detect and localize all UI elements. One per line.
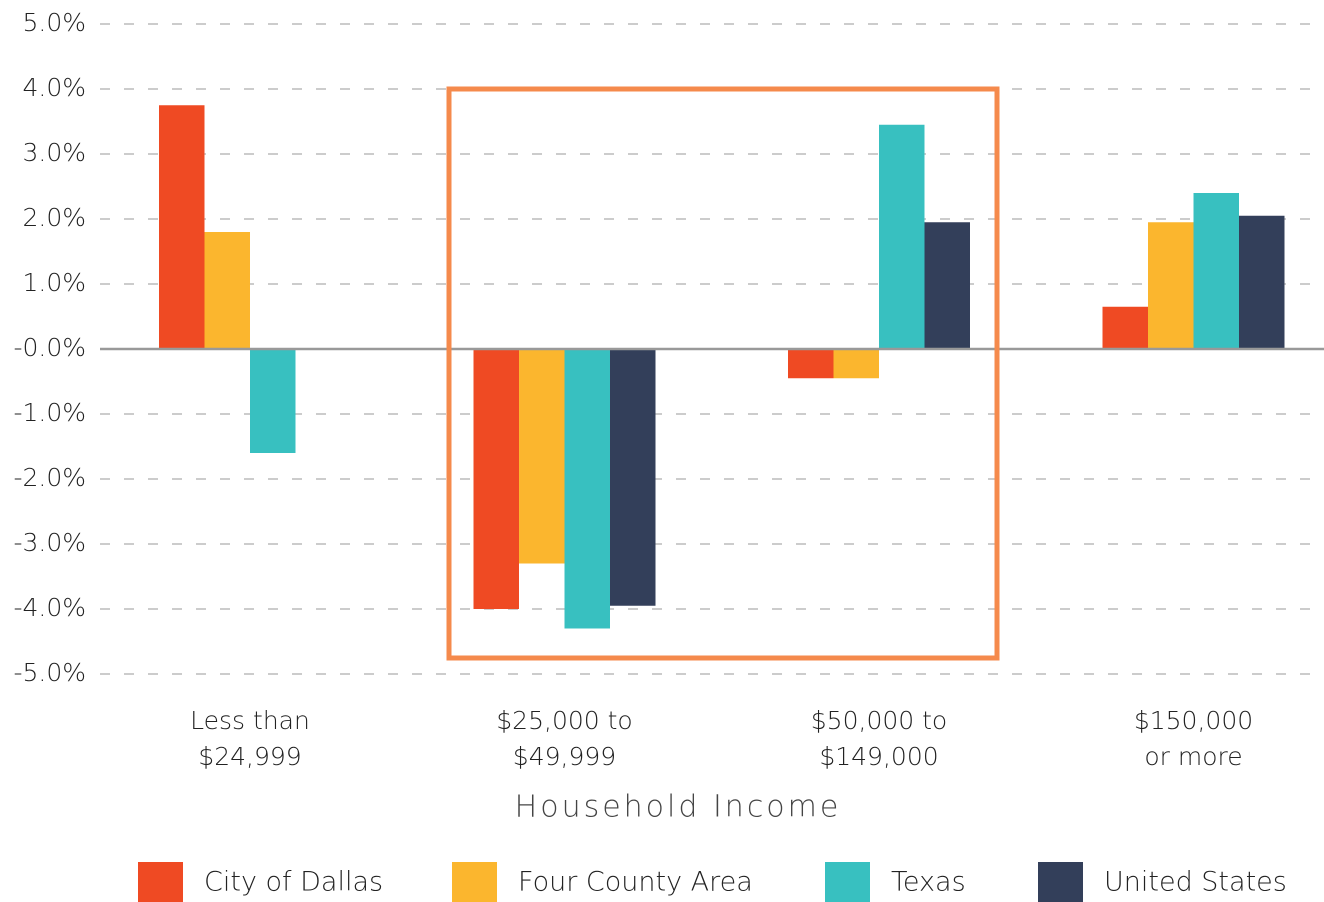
legend-label: United States [1104, 867, 1287, 898]
bar [519, 349, 565, 564]
x-tick-line: $25,000 to [496, 706, 632, 735]
bar [788, 349, 834, 379]
legend-label: City of Dallas [204, 867, 383, 898]
bar [833, 349, 879, 379]
y-tick-label: -3.0% [13, 528, 86, 557]
y-tick-label: -2.0% [13, 463, 86, 492]
y-tick-label: 4.0% [22, 73, 86, 102]
bar [159, 105, 205, 349]
x-tick-label: $25,000 to $49,999 [496, 706, 632, 771]
y-tick-label: 5.0% [22, 8, 86, 37]
highlight-box [446, 86, 1000, 661]
bar [610, 349, 656, 606]
x-tick-line: or more [1144, 742, 1242, 771]
x-tick-line: $49,999 [513, 742, 616, 771]
bar [564, 349, 610, 629]
y-tick-label: -5.0% [13, 658, 86, 687]
x-tick-line: $24,999 [198, 742, 301, 771]
x-axis-title: Household Income [515, 790, 842, 825]
bar [473, 349, 519, 609]
y-tick-label: 3.0% [22, 138, 86, 167]
bar [1102, 306, 1148, 349]
bar [250, 349, 296, 453]
bar [879, 124, 925, 349]
x-tick-label: $150,000 or more [1134, 706, 1253, 771]
bar [1193, 193, 1239, 349]
bar [204, 232, 250, 349]
legend-label: Texas [891, 867, 966, 898]
y-tick-label: -4.0% [13, 593, 86, 622]
legend-swatch [825, 862, 870, 902]
y-tick-label: -0.0% [13, 333, 86, 362]
legend-swatch [1038, 862, 1083, 902]
x-tick-line: $150,000 [1134, 706, 1253, 735]
legend-label: Four County Area [518, 867, 753, 898]
x-tick-line: Less than [190, 706, 310, 735]
bar [1239, 215, 1285, 349]
x-tick-line: $149,000 [819, 742, 938, 771]
y-tick-label: 1.0% [22, 268, 86, 297]
y-tick-label: -1.0% [13, 398, 86, 427]
x-tick-line: $50,000 to [811, 706, 947, 735]
bar [1148, 222, 1194, 349]
x-tick-label: Less than $24,999 [190, 706, 310, 771]
bars [159, 105, 1285, 629]
y-tick-label: 2.0% [22, 203, 86, 232]
bar [924, 222, 970, 349]
legend-swatch [452, 862, 497, 902]
legend-swatch [138, 862, 183, 902]
x-tick-label: $50,000 to $149,000 [811, 706, 947, 771]
